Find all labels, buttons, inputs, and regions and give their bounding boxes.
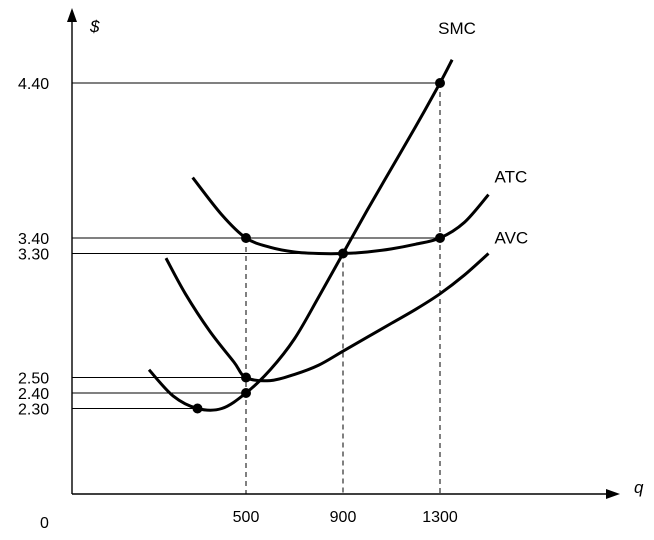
intersection-point: [192, 403, 203, 414]
x-axis-label: q: [634, 478, 644, 497]
intersection-point: [241, 233, 251, 243]
intersection-point: [241, 372, 251, 383]
x-axis-arrow: [606, 489, 620, 499]
axes: [67, 8, 620, 499]
x-tick-label: 900: [330, 509, 357, 526]
curve-avc: [164, 252, 490, 383]
y-tick-label: 2.50: [18, 371, 49, 388]
y-tick-label: 2.30: [18, 402, 49, 419]
x-tick-label: 500: [233, 509, 260, 526]
origin-label: 0: [40, 515, 49, 532]
y-tick-label: 3.40: [18, 231, 49, 248]
y-tick-label: 3.30: [18, 247, 49, 264]
labels: $ q 0 SMC ATC AVC 2.302.402.50 3.303.40 4.40 5…: [18, 17, 644, 532]
curve-label-atc: ATC: [495, 168, 528, 187]
curve-atc: [191, 176, 490, 256]
curve-label-avc: AVC: [495, 229, 529, 248]
x-tick-label: 1300: [422, 509, 458, 526]
guide-lines: [72, 82, 441, 494]
intersection-points: [192, 78, 445, 414]
y-axis-arrow: [67, 8, 77, 22]
curve-smc: [147, 59, 454, 412]
intersection-point: [435, 233, 445, 243]
intersection-point: [241, 388, 251, 398]
y-axis-label: $: [89, 17, 100, 36]
curve-label-smc: SMC: [438, 19, 476, 38]
y-tick-label: 4.40: [18, 76, 49, 93]
intersection-point: [435, 78, 445, 88]
y-tick-label: 2.40: [18, 386, 49, 403]
intersection-point: [338, 248, 348, 259]
